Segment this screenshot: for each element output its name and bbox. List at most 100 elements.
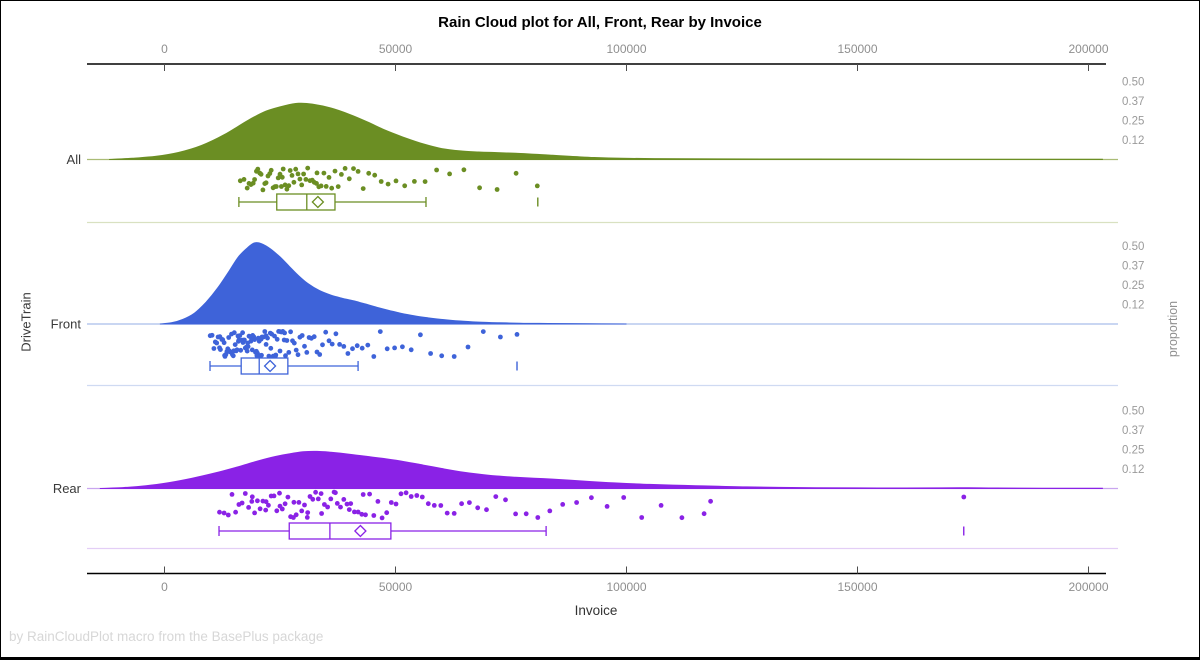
footnote: by RainCloudPlot macro from the BasePlus…	[9, 629, 324, 644]
y2-axis-label: proportion	[1166, 300, 1180, 358]
jitter-point-rear	[293, 512, 299, 518]
jitter-point-rear	[639, 515, 645, 520]
jitter-point-front	[326, 338, 332, 344]
jitter-point-rear	[393, 501, 399, 507]
jitter-point-rear	[277, 490, 282, 496]
jitter-point-rear	[328, 496, 334, 502]
jitter-point-rear	[255, 498, 260, 504]
jitter-point-all	[339, 172, 344, 177]
jitter-point-front	[320, 342, 325, 348]
jitter-point-front	[295, 352, 301, 358]
jitter-point-rear	[388, 500, 394, 505]
jitter-point-all	[332, 168, 338, 174]
jitter-point-rear	[384, 510, 390, 516]
jitter-point-front	[231, 348, 237, 354]
jitter-point-rear	[363, 512, 368, 518]
jitter-point-rear	[334, 501, 340, 506]
jitter-point-all	[297, 176, 303, 182]
jitter-point-front	[371, 354, 377, 359]
jitter-point-all	[293, 166, 299, 172]
jitter-point-front	[262, 329, 268, 334]
jitter-point-rear	[961, 494, 967, 500]
jitter-point-rear	[408, 494, 414, 499]
jitter-point-front	[214, 340, 220, 346]
jitter-point-rear	[338, 504, 343, 510]
jitter-point-front	[263, 342, 269, 347]
jitter-point-front	[277, 329, 283, 334]
jitter-point-rear	[325, 504, 330, 510]
proportion-tick-label-rear: 0.25	[1122, 445, 1144, 457]
jitter-point-front	[329, 341, 335, 347]
jitter-point-all	[385, 181, 391, 187]
x-axis-tick-label-bottom: 200000	[1068, 580, 1108, 594]
jitter-point-all	[280, 166, 286, 172]
jitter-point-rear	[341, 497, 347, 502]
jitter-point-rear	[438, 503, 444, 508]
proportion-tick-label-all: 0.37	[1122, 96, 1144, 108]
jitter-point-rear	[621, 495, 627, 500]
jitter-point-all	[318, 183, 324, 189]
jitter-point-rear	[277, 503, 283, 509]
jitter-point-front	[480, 329, 486, 334]
jitter-point-all	[314, 170, 320, 176]
jitter-point-all	[303, 177, 309, 182]
jitter-point-rear	[346, 507, 352, 512]
jitter-point-front	[274, 336, 280, 342]
jitter-point-all	[263, 180, 269, 186]
jitter-point-rear	[229, 492, 235, 497]
jitter-point-rear	[403, 490, 409, 496]
jitter-point-rear	[701, 511, 707, 517]
proportion-tick-label-rear: 0.37	[1122, 425, 1144, 437]
jitter-point-all	[287, 168, 293, 173]
jitter-point-rear	[333, 490, 338, 496]
jitter-point-rear	[304, 515, 310, 520]
proportion-tick-label-all: 0.25	[1122, 116, 1144, 128]
jitter-point-front	[286, 350, 292, 355]
jitter-point-front	[439, 353, 445, 359]
jitter-point-front	[226, 348, 232, 354]
jitter-point-front	[245, 340, 251, 346]
jitter-point-all	[346, 176, 352, 182]
jitter-point-rear	[425, 501, 431, 507]
jitter-point-front	[311, 334, 317, 340]
jitter-point-front	[365, 342, 371, 348]
jitter-point-all	[260, 187, 266, 193]
jitter-point-front	[291, 340, 297, 346]
jitter-point-front	[268, 345, 274, 351]
proportion-tick-label-front: 0.12	[1122, 300, 1144, 312]
jitter-point-all	[534, 183, 540, 189]
jitter-point-front	[293, 347, 299, 353]
jitter-point-front	[299, 333, 305, 338]
jitter-point-rear	[266, 502, 271, 508]
jitter-point-all	[366, 170, 372, 176]
jitter-point-all	[255, 166, 261, 172]
jitter-point-front	[282, 330, 287, 336]
jitter-point-all	[268, 167, 274, 173]
jitter-point-rear	[379, 515, 385, 521]
jitter-point-rear	[274, 508, 280, 514]
jitter-point-front	[341, 344, 347, 349]
x-axis-tick-label-top: 150000	[837, 42, 877, 56]
jitter-point-all	[477, 185, 482, 191]
jitter-point-rear	[271, 493, 277, 499]
y-axis-label: DriveTrain	[18, 292, 34, 352]
jitter-point-rear	[296, 500, 302, 505]
x-axis-tick-label-top: 50000	[379, 42, 413, 56]
jitter-point-front	[209, 332, 215, 338]
jitter-point-front	[408, 347, 414, 353]
jitter-point-rear	[313, 489, 318, 495]
jitter-point-rear	[221, 510, 227, 516]
jitter-point-all	[282, 182, 288, 188]
jitter-point-rear	[560, 502, 566, 507]
jitter-point-rear	[282, 501, 288, 507]
jitter-point-rear	[360, 492, 366, 497]
jitter-point-front	[232, 342, 238, 347]
jitter-point-all	[372, 172, 378, 178]
jitter-point-front	[236, 338, 241, 344]
jitter-point-all	[237, 178, 243, 184]
jitter-point-rear	[291, 499, 297, 505]
jitter-point-rear	[398, 491, 404, 497]
jitter-point-rear	[348, 501, 354, 506]
jitter-point-rear	[604, 504, 610, 509]
